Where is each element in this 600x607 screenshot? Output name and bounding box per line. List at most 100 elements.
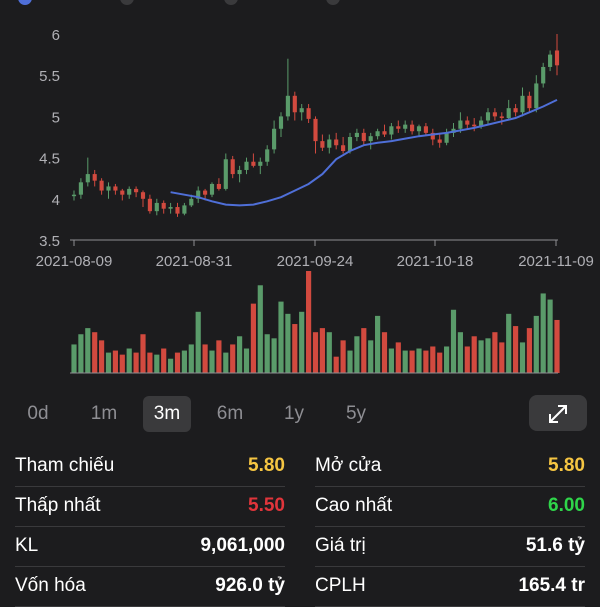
- stat-market-cap: Vốn hóa 926.0 tỷ: [15, 566, 285, 607]
- candle-body: [189, 198, 194, 206]
- candle-body: [175, 207, 180, 214]
- indicator-dot[interactable]: [326, 0, 340, 5]
- stat-value: 51.6 tỷ: [525, 535, 585, 556]
- candle-body: [527, 95, 532, 109]
- candle-body: [320, 141, 325, 148]
- volume-bar: [513, 326, 519, 373]
- volume-bar: [71, 344, 77, 373]
- volume-bar: [375, 315, 381, 373]
- expand-button[interactable]: [529, 395, 587, 431]
- x-tick-label: 2021-10-18: [397, 253, 474, 270]
- candle-body: [306, 108, 311, 119]
- candle-body: [237, 169, 242, 175]
- stat-label: Giá trị: [315, 535, 366, 556]
- stat-label: Vốn hóa: [15, 575, 86, 596]
- candle-body: [258, 161, 263, 166]
- stat-value: 165.4 tr: [518, 575, 585, 596]
- candle-body: [554, 50, 560, 66]
- volume-bar: [105, 352, 112, 373]
- candle-body: [368, 136, 373, 142]
- volume-bar: [444, 346, 450, 373]
- volume-bar: [181, 350, 187, 373]
- volume-bar: [292, 324, 298, 373]
- indicator-dot[interactable]: [120, 0, 134, 5]
- candle-body: [168, 207, 173, 209]
- volume-bars: [71, 271, 560, 373]
- stat-value: 5.50: [248, 495, 285, 516]
- candle-body: [244, 161, 249, 170]
- volume-bar: [285, 313, 291, 373]
- stat-reference: Tham chiếu 5.80: [15, 446, 285, 487]
- volume-bar: [388, 348, 394, 373]
- candle-body: [430, 132, 435, 140]
- candle-body: [458, 120, 463, 129]
- volume-bar: [99, 340, 105, 373]
- volume-bar: [188, 344, 194, 373]
- candle-body: [92, 174, 97, 181]
- volume-bar: [416, 348, 422, 373]
- range-tab-6m[interactable]: 6m: [216, 403, 244, 424]
- volume-bar: [492, 332, 498, 373]
- x-tick-label: 2021-08-31: [156, 253, 233, 270]
- candle-body: [230, 159, 235, 175]
- indicator-dot[interactable]: [224, 0, 238, 5]
- candle-body: [154, 202, 159, 212]
- x-tick-label: 2021-08-09: [36, 253, 113, 270]
- stat-value: 926.0 tỷ: [215, 575, 285, 596]
- candle-body: [444, 132, 449, 143]
- volume-bar: [499, 342, 505, 373]
- range-tab-5y[interactable]: 5y: [345, 403, 367, 424]
- range-tab-1y[interactable]: 1y: [283, 403, 305, 424]
- range-tab-1m[interactable]: 1m: [90, 403, 118, 424]
- volume-bar: [168, 358, 174, 373]
- volume-bar: [174, 352, 181, 373]
- volume-bar: [519, 342, 526, 373]
- volume-bar: [306, 271, 312, 373]
- candle-body: [361, 132, 366, 142]
- y-tick-label: 3.5: [39, 233, 60, 250]
- volume-bar: [250, 303, 256, 373]
- range-selector: 0d 1m 3m 6m 1y 5y: [14, 394, 586, 434]
- candle-body: [341, 145, 346, 152]
- volume-bar: [450, 309, 457, 373]
- stat-high: Cao nhất 6.00: [315, 486, 585, 527]
- candle-body: [389, 126, 394, 135]
- candle-body: [147, 198, 152, 212]
- candle-body: [499, 116, 504, 119]
- candle-body: [465, 120, 470, 125]
- candle-body: [354, 132, 359, 137]
- y-tick-label: 5: [52, 109, 60, 126]
- volume-bar: [223, 352, 229, 373]
- candle-body: [479, 120, 484, 127]
- candle-body: [120, 190, 125, 195]
- volume-bar: [547, 299, 553, 373]
- volume-bar: [471, 336, 477, 373]
- candle-body: [410, 124, 415, 132]
- volume-bar: [409, 350, 415, 373]
- stat-label: Mở cửa: [315, 455, 382, 476]
- stat-value: 9,061,000: [200, 535, 285, 556]
- indicator-dot[interactable]: [18, 0, 32, 5]
- candle-body: [265, 149, 270, 162]
- volume-bar: [506, 313, 512, 373]
- candle-body: [347, 137, 353, 152]
- volume-bar: [381, 332, 388, 373]
- volume-bar: [264, 334, 270, 373]
- x-axis-ticks: 2021-08-09 2021-08-31 2021-09-24 2021-10-18…: [36, 253, 594, 270]
- range-tab-0d[interactable]: 0d: [27, 403, 49, 424]
- range-tab-3m[interactable]: 3m: [143, 396, 191, 432]
- volume-bar: [237, 336, 243, 373]
- volume-bar: [533, 315, 539, 373]
- candle-body: [196, 190, 201, 199]
- price-chart[interactable]: 6 5.5 5 4.5 4 3.5 2021-08-09 2021-08-31 2021-09…: [0, 0, 600, 385]
- candle-body: [161, 202, 166, 209]
- candle-body: [334, 139, 339, 146]
- volume-bar: [147, 352, 153, 373]
- candle-body: [78, 182, 83, 195]
- volume-bar: [485, 338, 491, 373]
- volume-bar: [161, 348, 167, 373]
- stat-shares-outstanding: CPLH 165.4 tr: [315, 566, 585, 607]
- candle-body: [251, 161, 256, 166]
- top-toggle-strip: [0, 0, 600, 8]
- stat-value: 5.80: [548, 455, 585, 476]
